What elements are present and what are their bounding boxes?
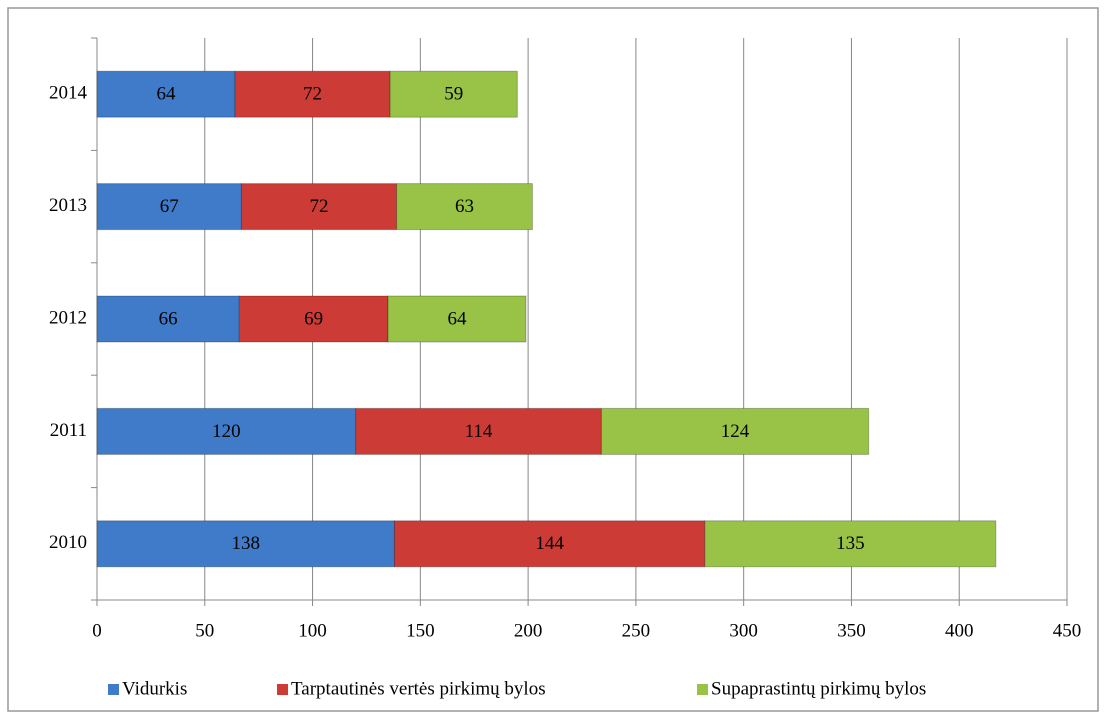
legend-swatch	[108, 684, 119, 695]
bar-segment	[704, 520, 997, 568]
x-tick-label: 250	[622, 620, 651, 641]
legend-swatch	[277, 684, 288, 695]
bar-segment	[238, 295, 389, 343]
data-label: 59	[444, 84, 463, 105]
data-label: 72	[310, 196, 329, 217]
x-tick-label: 200	[514, 620, 543, 641]
y-tick-label: 2013	[49, 195, 87, 216]
bar-segment	[355, 407, 602, 455]
data-label: 135	[836, 533, 865, 554]
data-label: 72	[303, 84, 322, 105]
data-label: 120	[212, 421, 241, 442]
y-tick-label: 2012	[49, 307, 87, 328]
bar-segment	[96, 70, 236, 118]
data-label: 144	[535, 533, 564, 554]
bar-segment	[96, 407, 357, 455]
data-label: 64	[447, 308, 467, 329]
data-label: 138	[231, 533, 260, 554]
x-tick-label: 50	[195, 620, 214, 641]
x-tick-label: 350	[837, 620, 866, 641]
data-label: 66	[159, 308, 178, 329]
x-tick-label: 400	[945, 620, 974, 641]
data-label: 63	[455, 196, 474, 217]
bar-segment	[96, 295, 240, 343]
bar-segment	[393, 520, 706, 568]
bar-segment	[387, 295, 527, 343]
bar-segment	[600, 407, 870, 455]
data-label: 64	[156, 84, 176, 105]
chart-border	[7, 7, 1099, 712]
legend-label: Supaprastintų pirkimų bylos	[711, 678, 926, 699]
bar-segment	[96, 183, 242, 231]
data-label: 114	[465, 421, 493, 442]
y-tick-label: 2010	[49, 532, 87, 553]
bar-segment	[234, 70, 391, 118]
data-label: 67	[160, 196, 179, 217]
y-tick-label: 2014	[49, 83, 88, 104]
x-tick-label: 150	[406, 620, 435, 641]
bar-segment	[396, 183, 533, 231]
data-label: 124	[721, 421, 750, 442]
legend-label: Vidurkis	[122, 678, 187, 699]
legend-swatch	[697, 684, 708, 695]
bar-segment	[389, 70, 518, 118]
bar-segment	[96, 520, 395, 568]
x-tick-label: 100	[298, 620, 327, 641]
data-label: 69	[304, 308, 323, 329]
x-tick-label: 300	[729, 620, 758, 641]
bar-segment	[240, 183, 398, 231]
x-tick-label: 0	[92, 620, 102, 641]
legend-label: Tarptautinės vertės pirkimų bylos	[291, 678, 546, 699]
x-tick-label: 450	[1053, 620, 1082, 641]
y-tick-label: 2011	[50, 420, 87, 441]
